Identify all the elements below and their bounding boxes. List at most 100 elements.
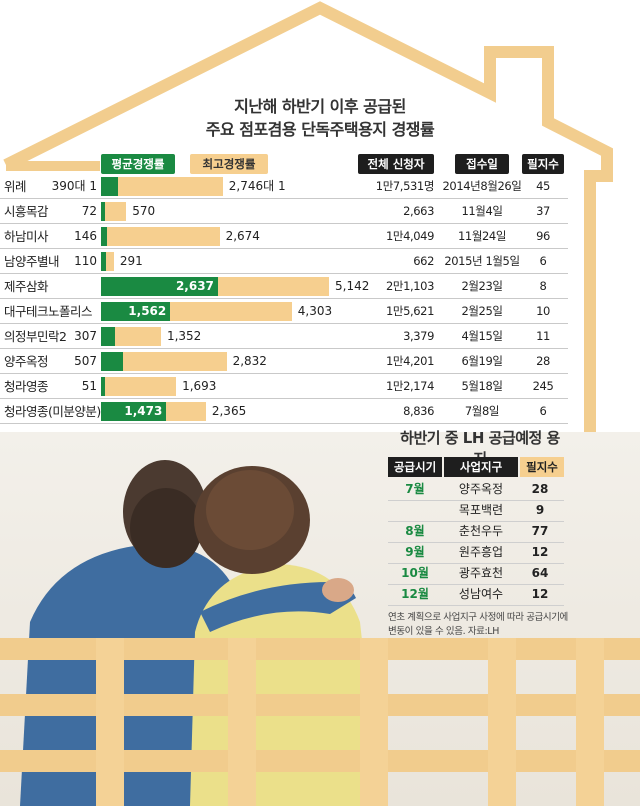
chart-row: 양주옥정 507 2,832 1만4,201 6월19일 28 (0, 349, 568, 374)
category-label: 위례 (4, 179, 27, 194)
avg-value-label: 72 (81, 204, 97, 218)
max-value-label: 291 (119, 254, 143, 268)
date-cell: 2014년8월26일 (442, 179, 522, 193)
bar-avg (101, 402, 167, 421)
lots-cell: 6 (539, 404, 547, 418)
chart-row: 청라영종(미분양분) 1,473 2,365 8,836 7월8일 6 (0, 399, 568, 424)
date-cell: 11월24일 (457, 229, 507, 243)
bar-max (101, 227, 220, 246)
max-value-label: 2,832 (232, 354, 267, 368)
lh-header-district: 사업지구 (444, 457, 518, 477)
bar-avg (101, 202, 105, 221)
bar-avg (101, 302, 171, 321)
lh-row: 7월 양주옥정 28 (388, 479, 564, 501)
chart-row: 제주삼화 2,637 5,142 2만1,103 2월23일 8 (0, 274, 568, 299)
lots-cell: 6 (539, 254, 547, 268)
bar-max (101, 352, 227, 371)
avg-value-label: 390대 1 (51, 179, 97, 193)
bar-max (101, 377, 177, 396)
lh-district: 목포백련 (458, 503, 504, 517)
lh-district: 성남여수 (458, 587, 504, 601)
avg-value-label: 110 (74, 254, 97, 268)
avg-value-label: 2,637 (175, 279, 214, 293)
category-label: 대구테크노폴리스 (4, 304, 93, 319)
bar-max (101, 327, 161, 346)
applicants-cell: 1만4,201 (385, 354, 434, 368)
max-value-label: 2,674 (225, 229, 260, 243)
bar-avg (101, 252, 106, 271)
lh-count: 64 (531, 566, 549, 580)
row-divider (0, 273, 568, 274)
chart-row: 청라영종 51 1,693 1만2,174 5월18일 245 (0, 374, 568, 399)
legend-max: 최고경쟁률 (190, 154, 268, 174)
category-label: 의정부민락2 (4, 329, 67, 344)
max-value-label: 570 (132, 204, 156, 218)
date-cell: 2월25일 (461, 304, 503, 318)
avg-value-label: 1,562 (128, 304, 167, 318)
lh-row: 8월 춘천우두 77 (388, 521, 564, 543)
chart-title-line-2: 주요 점포겸용 단독주택용지 경쟁률 (205, 120, 435, 139)
max-value-label: 5,142 (335, 279, 370, 293)
applicants-cell: 8,836 (403, 404, 434, 418)
chart-row: 남양주별내 110 291 662 2015년 1월5일 6 (0, 249, 568, 274)
lh-header-month: 공급시기 (388, 457, 442, 477)
lots-cell: 245 (532, 379, 554, 393)
bar-avg (101, 327, 115, 346)
row-divider (0, 248, 568, 249)
lh-count: 12 (531, 587, 549, 601)
date-cell: 5월18일 (461, 379, 503, 393)
category-label: 양주옥정 (4, 354, 49, 369)
lh-row: 9월 원주흥업 12 (388, 542, 564, 564)
max-value-label: 1,352 (166, 329, 202, 343)
applicants-cell: 2만1,103 (385, 279, 434, 293)
lh-count: 28 (531, 482, 549, 496)
category-label: 제주삼화 (4, 279, 49, 294)
bar-avg (101, 177, 119, 196)
header-applicants: 전체 신청자 (358, 154, 434, 174)
row-divider (0, 373, 568, 374)
lh-count: 12 (531, 545, 549, 559)
lots-cell: 45 (536, 179, 550, 193)
applicants-cell: 2,663 (403, 204, 434, 218)
row-divider (0, 423, 568, 424)
lots-cell: 11 (536, 329, 550, 343)
lh-district: 춘천우두 (458, 524, 504, 538)
max-value-label: 2,746대 1 (228, 179, 286, 193)
lh-month: 9월 (405, 545, 425, 559)
applicants-cell: 1만4,049 (385, 229, 434, 243)
chart-row: 시흥목감 72 570 2,663 11월4일 37 (0, 199, 568, 224)
chart-row: 위례 390대 1 2,746대 1 1만7,531명 2014년8월26일 45 (0, 174, 568, 199)
applicants-cell: 1만5,621 (385, 304, 434, 318)
lh-month: 8월 (405, 524, 425, 538)
max-value-label: 2,365 (211, 404, 247, 418)
row-divider (0, 398, 568, 399)
lh-row: 10월 광주효천 64 (388, 563, 564, 585)
category-label: 청라영종 (4, 379, 49, 394)
bar-avg (101, 227, 108, 246)
avg-value-label: 51 (81, 379, 97, 393)
avg-value-label: 146 (74, 229, 97, 243)
couple-photo (0, 432, 640, 806)
date-cell: 7월8일 (464, 404, 500, 418)
category-label: 시흥목감 (4, 204, 49, 219)
category-label: 남양주별내 (4, 254, 60, 269)
category-label: 청라영종(미분양분) (4, 404, 101, 419)
lh-month: 12월 (401, 587, 429, 601)
row-divider (0, 223, 568, 224)
bar-avg (101, 277, 218, 296)
legend-avg: 평균경쟁률 (101, 154, 175, 174)
date-cell: 6월19일 (461, 354, 503, 368)
chart-row: 대구테크노폴리스 1,562 4,303 1만5,621 2월25일 10 (0, 299, 568, 324)
date-cell: 2015년 1월5일 (444, 254, 520, 268)
header-lots: 필지수 (522, 154, 564, 174)
applicants-cell: 1만2,174 (385, 379, 434, 393)
max-value-label: 1,693 (182, 379, 217, 393)
lh-count: 77 (531, 524, 549, 538)
lh-header-count: 필지수 (520, 457, 564, 477)
lh-row: 목포백련 9 (388, 500, 564, 522)
lh-row: 12월 성남여수 12 (388, 584, 564, 606)
date-cell: 11월4일 (461, 204, 503, 218)
chart-row: 하남미사 146 2,674 1만4,049 11월24일 96 (0, 224, 568, 249)
lh-count: 9 (535, 503, 545, 517)
